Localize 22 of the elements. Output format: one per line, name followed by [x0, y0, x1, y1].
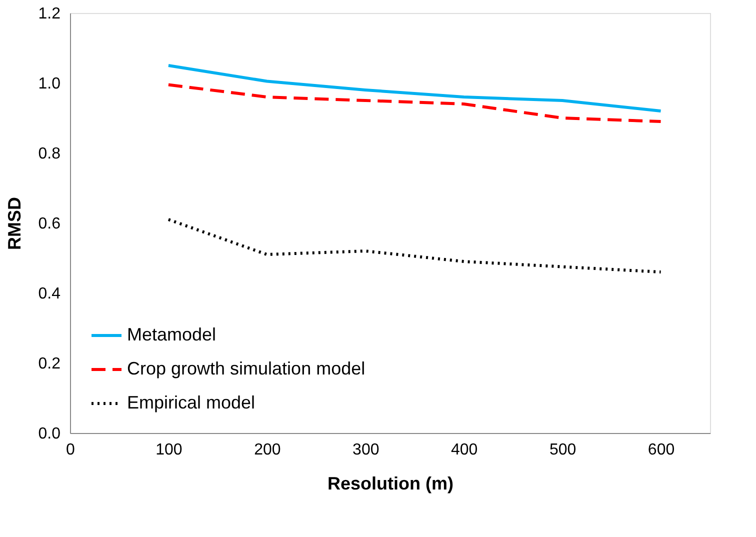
x-tick-label: 200	[254, 442, 281, 458]
y-tick-label: 0.2	[38, 356, 61, 372]
x-tick-label: 0	[66, 442, 76, 458]
legend-label: Empirical model	[127, 392, 256, 412]
line-series	[166, 83, 662, 123]
legend-label: Crop growth simulation model	[127, 358, 366, 378]
x-axis-title: Resolution (m)	[328, 474, 454, 494]
y-tick-label: 0.8	[38, 146, 61, 162]
x-tick-label: 100	[156, 442, 182, 458]
y-tick-label: 0.0	[38, 426, 61, 442]
y-tick-label: 1.0	[38, 76, 61, 92]
legend-label: Metamodel	[127, 324, 216, 344]
line-series	[166, 64, 662, 112]
x-tick-label: 600	[648, 442, 675, 458]
x-tick-label: 400	[450, 442, 478, 458]
line-series	[166, 218, 662, 274]
y-axis-title: RMSD	[4, 197, 24, 250]
y-tick-label: 0.6	[38, 216, 61, 232]
y-tick-label: 0.4	[38, 286, 61, 302]
x-tick-label: 300	[352, 442, 380, 458]
y-tick-label: 1.2	[38, 6, 61, 22]
x-tick-label: 500	[549, 442, 576, 458]
